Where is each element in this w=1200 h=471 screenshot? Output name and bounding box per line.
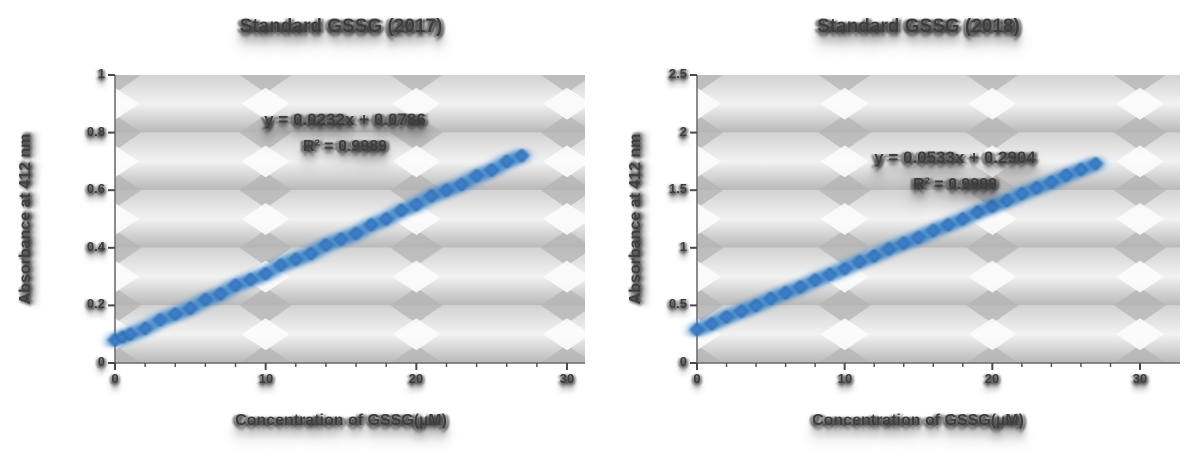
plot-area <box>689 74 1180 370</box>
x-tick-label: 20 <box>984 371 1000 386</box>
x-axis-title: Concentration of GSSG(µM) <box>812 412 1024 429</box>
y-tick-label: 2.5 <box>668 66 687 81</box>
plot-area <box>107 74 585 370</box>
trendline-annotation: y = 0.0533x + 0.2904 R² = 0.9999 <box>785 148 1125 194</box>
y-tick-label: 0.6 <box>86 181 105 196</box>
trendline-annotation: y = 0.0232x + 0.0786 R² = 0.9989 <box>175 110 515 156</box>
chart-title: Standard GSSG (2018) <box>817 16 1020 37</box>
trendline-equation: y = 0.0232x + 0.0786 <box>264 110 426 129</box>
x-tick-label: 30 <box>1132 371 1148 386</box>
y-axis-title: Absorbance at 412 nm <box>17 133 34 305</box>
chart-gssg-2018: Standard GSSG (2018) Absorbance at 412 n… <box>620 0 1200 471</box>
x-tick-label: 30 <box>559 371 575 386</box>
y-tick-label: 1.5 <box>668 181 687 196</box>
y-tick-label: 0.5 <box>668 296 687 311</box>
y-tick-label: 1 <box>97 66 105 81</box>
y-tick-label: 0.8 <box>86 124 105 139</box>
chart-gssg-2017: Standard GSSG (2017) Absorbance at 412 n… <box>17 16 585 429</box>
y-tick-label: 0.2 <box>86 296 105 311</box>
x-tick-label: 0 <box>693 371 701 386</box>
x-axis-title: Concentration of GSSG(µM) <box>235 412 447 429</box>
y-axis-title: Absorbance at 412 nm <box>627 133 644 305</box>
y-tick-label: 0.4 <box>86 239 105 254</box>
x-tick-label: 0 <box>111 371 119 386</box>
x-tick-label: 10 <box>258 371 274 386</box>
y-tick-label: 0 <box>679 354 687 369</box>
r-squared-label: R² = 0.9989 <box>302 138 388 155</box>
chart-title: Standard GSSG (2017) <box>239 16 443 37</box>
x-tick-label: 20 <box>408 371 424 386</box>
y-tick-label: 1 <box>679 239 687 254</box>
x-tick-label: 10 <box>837 371 853 386</box>
y-tick-label: 2 <box>679 124 687 139</box>
r-squared-label: R² = 0.9999 <box>912 176 998 193</box>
trendline-equation: y = 0.0533x + 0.2904 <box>874 148 1036 167</box>
y-tick-label: 0 <box>97 354 105 369</box>
